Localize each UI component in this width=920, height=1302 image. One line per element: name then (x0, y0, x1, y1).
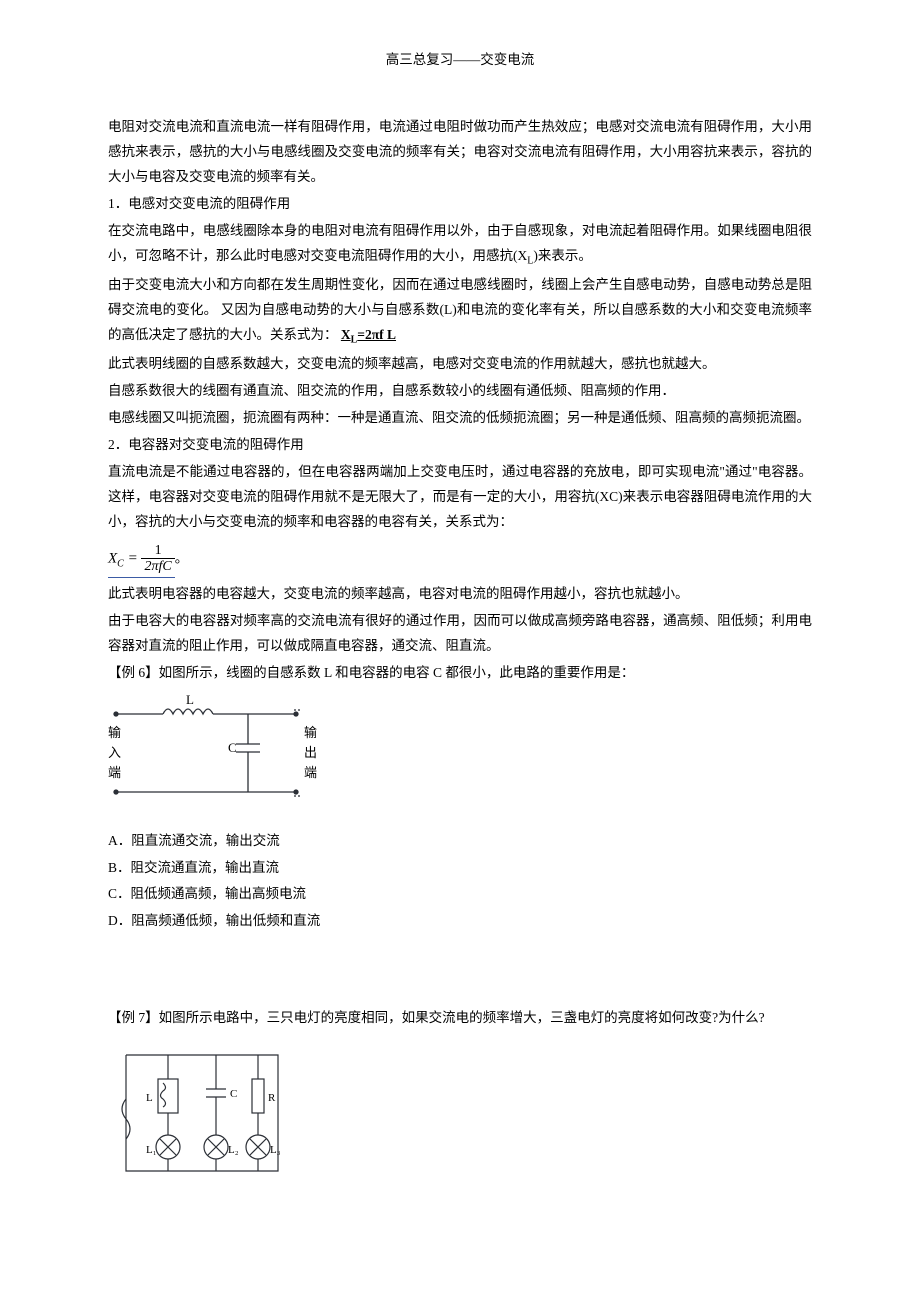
xc-num: 1 (141, 543, 174, 559)
xl-formula: XL=2πf L (341, 327, 396, 342)
c1-L-label: L (186, 692, 194, 707)
intro-paragraph: 电阻对交流电流和直流电流一样有阻碍作用，电流通过电阻时做功而产生热效应；电感对交… (108, 115, 812, 190)
c2-L2: L₂ (228, 1144, 239, 1156)
example6-title: 【例 6】如图所示，线圈的自感系数 L 和电容器的电容 C 都很小，此电路的重要… (108, 661, 812, 686)
xc-sub: C (117, 558, 124, 569)
c2-L3: L₃ (270, 1144, 281, 1156)
section1-title: 1．电感对交变电流的阻碍作用 (108, 192, 812, 217)
c2-L1: L₁ (146, 1144, 157, 1156)
option-b: B．阻交流通直流，输出直流 (108, 856, 812, 881)
xl-x: X (341, 327, 351, 342)
c2-L: L (146, 1092, 153, 1104)
section2-p2: 此式表明电容器的电容越大，交变电流的频率越高，电容对电流的阻碍作用越小，容抗也就… (108, 582, 812, 607)
s1p1-a: 在交流电路中，电感线圈除本身的电阻对电流有阻碍作用以外，由于自感现象，对电流起着… (108, 223, 812, 263)
c1-right2: 出 (304, 745, 317, 760)
s1p2-a: 由于交变电流大小和方向都在发生周期性变化，因而在通过电感线圈时，线圈上会产生自感… (108, 277, 812, 342)
c2-R: R (268, 1092, 276, 1104)
s1p1-b: )来表示。 (533, 248, 592, 263)
section1-p2: 由于交变电流大小和方向都在发生周期性变化，因而在通过电感线圈时，线圈上会产生自感… (108, 273, 812, 350)
circuit-diagram-2: L C R L₁ L₂ L₃ (108, 1039, 812, 1198)
xc-x: X (108, 550, 117, 566)
option-a: A．阻直流通交流，输出交流 (108, 829, 812, 854)
option-c: C．阻低频通高频，输出高频电流 (108, 882, 812, 907)
c1-left2: 入 (108, 745, 121, 760)
example7-title: 【例 7】如图所示电路中，三只电灯的亮度相同，如果交流电的频率增大，三盏电灯的亮… (108, 1006, 812, 1031)
section2-title: 2．电容器对交变电流的阻碍作用 (108, 433, 812, 458)
c2-C: C (230, 1088, 237, 1100)
section1-p3: 此式表明线圈的自感系数越大，交变电流的频率越高，电感对交变电流的作用就越大，感抗… (108, 352, 812, 377)
c1-right1: 输 (304, 725, 317, 740)
c1-left1: 输 (108, 725, 121, 740)
c1-left3: 端 (108, 765, 121, 780)
section1-p1: 在交流电路中，电感线圈除本身的电阻对电流有阻碍作用以外，由于自感现象，对电流起着… (108, 219, 812, 271)
c1-C-label: C (228, 740, 237, 755)
page-header: 高三总复习——交变电流 (108, 48, 812, 73)
xc-den: 2πfC (141, 559, 174, 574)
xl-tail: =2πf L (357, 327, 396, 342)
option-d: D．阻高频通低频，输出低频和直流 (108, 909, 812, 934)
example6-options: A．阻直流通交流，输出交流 B．阻交流通直流，输出直流 C．阻低频通高频，输出高… (108, 829, 812, 935)
section2-p1: 直流电流是不能通过电容器的，但在电容器两端加上交变电压时，通过电容器的充放电，即… (108, 460, 812, 535)
xc-formula: XC = 12πfC 。 (108, 543, 188, 578)
circuit-diagram-1: L C 输 入 端 输 出 端 (108, 692, 812, 821)
section2-p3: 由于电容大的电容器对频率高的交流电流有很好的通过作用，因而可以做成高频旁路电容器… (108, 609, 812, 659)
section1-p4: 自感系数很大的线圈有通直流、阻交流的作用，自感系数较小的线圈有通低频、阻高频的作… (108, 379, 812, 404)
xc-tail: 。 (175, 550, 189, 565)
section1-p5: 电感线圈又叫扼流圈，扼流圈有两种：一种是通直流、阻交流的低频扼流圈；另一种是通低… (108, 406, 812, 431)
xc-eq: = (124, 550, 142, 566)
c1-right3: 端 (304, 765, 317, 780)
